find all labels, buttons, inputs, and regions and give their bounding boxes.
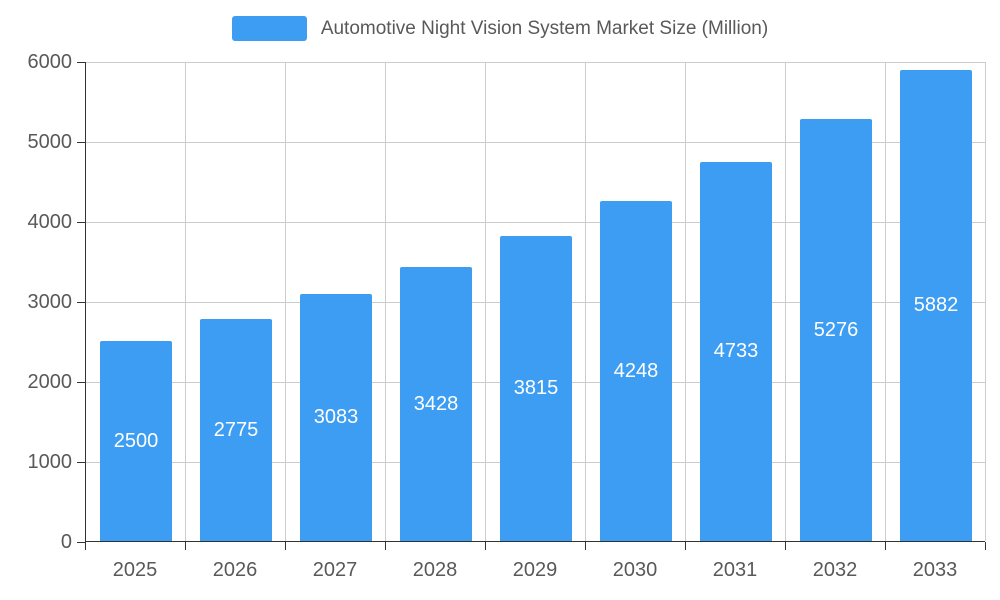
gridline-vertical bbox=[185, 62, 186, 541]
bar-value-label: 4248 bbox=[613, 359, 659, 382]
bar-value-label: 3083 bbox=[313, 406, 359, 428]
y-axis-tick-mark bbox=[77, 142, 85, 143]
y-axis-tick-label: 4000 bbox=[27, 211, 73, 233]
bar: 3428 bbox=[400, 267, 472, 541]
gridline-horizontal bbox=[86, 222, 985, 223]
y-axis-tick-mark bbox=[77, 302, 85, 303]
gridline-vertical bbox=[885, 62, 886, 541]
legend-label: Automotive Night Vision System Market Si… bbox=[320, 17, 769, 39]
bar: 2775 bbox=[200, 319, 272, 541]
y-axis-tick-label: 6000 bbox=[27, 51, 73, 73]
x-axis-tick-mark bbox=[85, 542, 86, 550]
bar-value-label: 5276 bbox=[813, 318, 859, 341]
x-axis-tick-label: 2032 bbox=[812, 559, 858, 581]
x-axis-tick-label: 2025 bbox=[112, 559, 158, 581]
y-axis-tick-mark bbox=[77, 222, 85, 223]
legend-swatch bbox=[231, 16, 307, 41]
gridline-vertical bbox=[685, 62, 686, 541]
x-axis-tick-mark bbox=[385, 542, 386, 550]
bar-value-label: 3428 bbox=[413, 392, 459, 415]
bar-value-label: 4733 bbox=[713, 340, 759, 362]
x-axis-tick-mark bbox=[885, 542, 886, 550]
x-axis-tick-mark bbox=[285, 542, 286, 550]
x-axis-tick-label: 2033 bbox=[912, 559, 958, 581]
gridline-horizontal bbox=[86, 62, 985, 63]
gridline-horizontal bbox=[86, 142, 985, 143]
y-axis-tick-mark bbox=[77, 382, 85, 383]
x-axis-tick-label: 2026 bbox=[212, 559, 258, 581]
y-axis-tick-label: 2000 bbox=[27, 371, 73, 393]
bar: 5882 bbox=[900, 70, 972, 541]
gridline-vertical bbox=[785, 62, 786, 541]
bar: 2500 bbox=[100, 341, 172, 541]
bar-value-label: 2500 bbox=[113, 429, 159, 452]
x-axis-tick-label: 2028 bbox=[412, 559, 458, 581]
gridline-vertical bbox=[385, 62, 386, 541]
bar: 4248 bbox=[600, 201, 672, 541]
x-axis-tick-mark bbox=[785, 542, 786, 550]
bar-value-label: 2775 bbox=[213, 418, 259, 441]
bar: 3083 bbox=[300, 294, 372, 541]
y-axis-tick-label: 1000 bbox=[27, 451, 73, 473]
x-axis-tick-label: 2027 bbox=[312, 559, 358, 581]
y-axis-tick-mark bbox=[77, 542, 85, 543]
bar: 4733 bbox=[700, 162, 772, 541]
gridline-vertical bbox=[585, 62, 586, 541]
x-axis-tick-label: 2030 bbox=[612, 559, 658, 581]
gridline-vertical bbox=[285, 62, 286, 541]
bar: 5276 bbox=[800, 119, 872, 541]
x-axis-tick-mark bbox=[185, 542, 186, 550]
y-axis-tick-mark bbox=[77, 462, 85, 463]
x-axis-tick-label: 2029 bbox=[512, 559, 558, 581]
bar: 3815 bbox=[500, 236, 572, 541]
x-axis-tick-mark bbox=[485, 542, 486, 550]
gridline-vertical bbox=[485, 62, 486, 541]
y-axis-tick-label: 0 bbox=[60, 531, 72, 553]
x-axis-tick-mark bbox=[685, 542, 686, 550]
gridline-vertical bbox=[985, 62, 986, 541]
y-axis-tick-mark bbox=[77, 62, 85, 63]
bar-value-label: 3815 bbox=[513, 377, 559, 399]
y-axis-tick-label: 5000 bbox=[27, 131, 73, 153]
x-axis-tick-mark bbox=[985, 542, 986, 550]
bar-value-label: 5882 bbox=[913, 294, 959, 316]
x-axis-tick-label: 2031 bbox=[712, 559, 758, 581]
plot-area: 2500 2775 3083 3428 3815 4248 4733 5276 5882 bbox=[85, 62, 986, 542]
x-axis-tick-mark bbox=[585, 542, 586, 550]
y-axis-tick-label: 3000 bbox=[27, 291, 73, 313]
legend[interactable]: Automotive Night Vision System Market Si… bbox=[0, 16, 1000, 41]
